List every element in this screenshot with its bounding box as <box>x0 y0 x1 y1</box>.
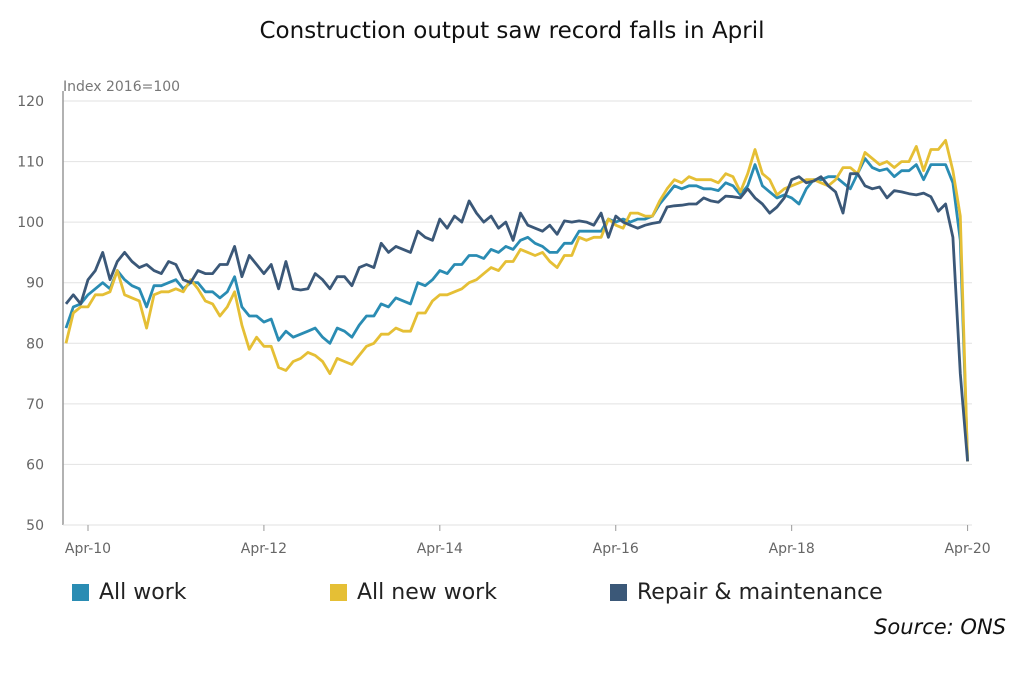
y-tick-label: 50 <box>26 518 44 534</box>
legend-item-all-work: All work <box>72 580 187 605</box>
x-tick-label: Apr-16 <box>593 541 639 557</box>
x-tick-label: Apr-10 <box>65 541 111 557</box>
legend-label: Repair & maintenance <box>637 580 883 605</box>
series-line-all-new-work <box>64 139 969 462</box>
y-tick-label: 90 <box>26 276 44 292</box>
legend-item-repair-maintenance: Repair & maintenance <box>610 580 883 605</box>
legend-swatch <box>72 584 89 601</box>
legend-label: All work <box>99 580 187 605</box>
y-tick-label: 110 <box>17 155 44 171</box>
series-line-all-work <box>64 157 969 462</box>
series-line-repair-maintenance <box>64 172 969 462</box>
legend-swatch <box>610 584 627 601</box>
x-tick-label: Apr-20 <box>944 541 990 557</box>
legend-item-all-new-work: All new work <box>330 580 497 605</box>
y-tick-label: 80 <box>26 336 44 352</box>
y-tick-label: 60 <box>26 457 44 473</box>
source-note: Source: ONS <box>874 615 1006 639</box>
y-tick-label: 120 <box>17 94 44 110</box>
legend: All work All new work Repair & maintenan… <box>0 580 1024 610</box>
x-tick-label: Apr-12 <box>241 541 287 557</box>
legend-label: All new work <box>357 580 497 605</box>
legend-swatch <box>330 584 347 601</box>
y-tick-label: 70 <box>26 397 44 413</box>
x-tick-label: Apr-18 <box>769 541 815 557</box>
y-axis-label: Index 2016=100 <box>63 79 181 95</box>
x-tick-label: Apr-14 <box>417 541 463 557</box>
y-tick-label: 100 <box>17 215 44 231</box>
chart-title: Construction output saw record falls in … <box>259 18 765 44</box>
